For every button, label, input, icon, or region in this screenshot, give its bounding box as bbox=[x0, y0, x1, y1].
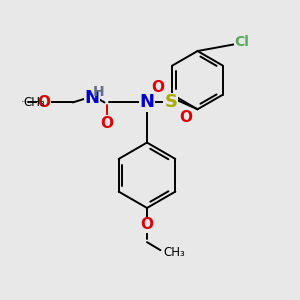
Text: O: O bbox=[38, 95, 50, 110]
Text: O: O bbox=[100, 116, 113, 131]
Text: O: O bbox=[179, 110, 192, 125]
Text: N: N bbox=[140, 93, 154, 111]
Text: H: H bbox=[93, 85, 104, 99]
Text: N: N bbox=[85, 89, 100, 107]
Text: CH₃: CH₃ bbox=[164, 246, 185, 259]
Text: S: S bbox=[164, 93, 177, 111]
Text: O: O bbox=[140, 218, 154, 232]
Text: methoxy: methoxy bbox=[22, 101, 28, 102]
Text: Cl: Cl bbox=[235, 34, 250, 49]
Text: CH₃: CH₃ bbox=[23, 96, 45, 109]
Text: O: O bbox=[151, 80, 164, 95]
